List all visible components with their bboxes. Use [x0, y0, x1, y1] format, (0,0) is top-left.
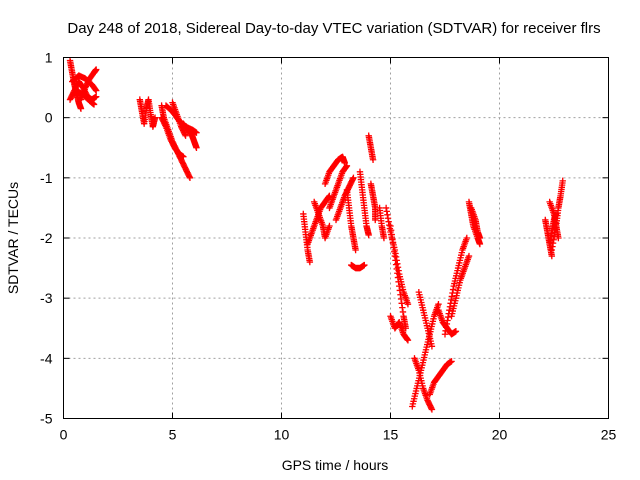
y-tick-label: -3 [40, 290, 53, 306]
data-point [380, 234, 388, 242]
y-tick-label: 1 [45, 50, 53, 66]
data-point [90, 101, 98, 108]
y-tick-label: 0 [45, 110, 53, 126]
data-point [326, 222, 333, 230]
data-point [476, 240, 484, 248]
x-axis-label: GPS time / hours [282, 457, 389, 473]
x-tick-label: 15 [383, 427, 399, 443]
x-tick-label: 10 [274, 427, 290, 443]
data-point [463, 234, 470, 242]
data-point [369, 156, 377, 163]
data-point [93, 87, 100, 94]
x-tick-label: 5 [169, 427, 177, 443]
data-point [352, 246, 359, 254]
x-tick-label: 20 [492, 427, 508, 443]
data-point [365, 231, 372, 239]
x-tick-label: 25 [601, 427, 617, 443]
data-point [402, 325, 409, 332]
data-point [476, 234, 484, 242]
data-point [93, 66, 100, 73]
data-point [350, 174, 357, 182]
data-point [548, 252, 556, 260]
chart-title: Day 248 of 2018, Sidereal Day-to-day VTE… [67, 20, 600, 37]
data-point [182, 132, 189, 139]
x-tick-label: 0 [60, 427, 68, 443]
y-tick-label: -5 [40, 411, 53, 427]
data-point [361, 261, 368, 269]
data-point [306, 258, 314, 266]
data-point [452, 328, 460, 335]
data-point [428, 343, 436, 350]
data-point [465, 252, 473, 260]
data-point [186, 174, 194, 182]
data-point [180, 153, 187, 160]
data-point [428, 406, 436, 413]
data-point [404, 337, 412, 344]
data-marks [66, 57, 566, 413]
data-point [77, 105, 85, 112]
data-point [343, 162, 351, 169]
data-point [93, 93, 100, 100]
data-point [435, 300, 442, 308]
data-point [372, 216, 379, 224]
y-tick-label: -4 [40, 350, 53, 366]
y-tick-label: -2 [40, 230, 53, 246]
y-tick-label: -1 [40, 170, 53, 186]
data-point [448, 358, 455, 365]
data-point [555, 234, 562, 242]
data-point [151, 114, 159, 121]
data-point [404, 300, 412, 308]
data-point [193, 144, 200, 151]
data-point [193, 129, 200, 136]
y-axis-label: SDTVAR / TECUs [5, 182, 21, 294]
data-point [559, 177, 566, 185]
